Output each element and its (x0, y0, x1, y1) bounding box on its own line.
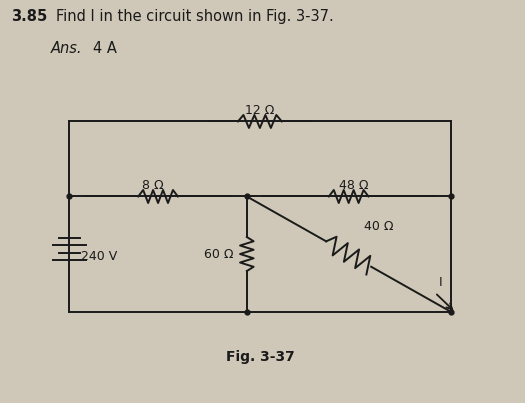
Text: 48 Ω: 48 Ω (339, 179, 369, 193)
Text: Ans.: Ans. (51, 42, 82, 56)
Text: I: I (438, 276, 442, 289)
Text: 60 Ω: 60 Ω (204, 247, 234, 260)
Text: Fig. 3-37: Fig. 3-37 (226, 349, 295, 364)
Text: 12 Ω: 12 Ω (245, 104, 275, 117)
Text: 4 A: 4 A (93, 42, 117, 56)
Text: 40 Ω: 40 Ω (364, 220, 394, 233)
Text: 8 Ω: 8 Ω (142, 179, 164, 193)
Text: 240 V: 240 V (81, 250, 117, 263)
Text: 3.85: 3.85 (11, 9, 47, 24)
Text: Find I in the circuit shown in Fig. 3-37.: Find I in the circuit shown in Fig. 3-37… (56, 9, 334, 24)
